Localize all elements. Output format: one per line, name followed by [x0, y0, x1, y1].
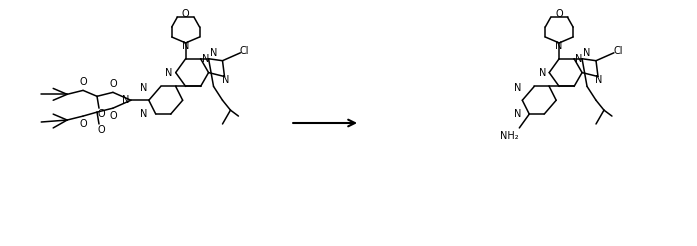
Text: N: N — [556, 41, 563, 51]
Text: O: O — [79, 119, 87, 129]
Text: O: O — [97, 109, 105, 119]
Text: O: O — [109, 111, 117, 121]
Text: O: O — [97, 125, 105, 135]
Text: N: N — [165, 68, 172, 77]
Text: N: N — [595, 76, 603, 86]
Text: O: O — [556, 9, 563, 19]
Text: N: N — [576, 54, 583, 64]
Text: O: O — [109, 79, 117, 90]
Text: N: N — [514, 83, 521, 93]
Text: N: N — [140, 83, 148, 93]
Text: NH₂: NH₂ — [500, 131, 519, 141]
Text: N: N — [539, 68, 546, 77]
Text: N: N — [222, 76, 229, 86]
Text: Cl: Cl — [240, 46, 249, 56]
Text: O: O — [182, 9, 190, 19]
Text: N: N — [140, 109, 148, 119]
Text: N: N — [583, 48, 591, 58]
Text: N: N — [182, 41, 190, 51]
Text: Cl: Cl — [613, 46, 622, 56]
Text: N: N — [210, 48, 217, 58]
Text: N: N — [121, 95, 129, 105]
Text: N: N — [514, 109, 521, 119]
Text: O: O — [79, 77, 87, 88]
Text: N: N — [202, 54, 209, 64]
